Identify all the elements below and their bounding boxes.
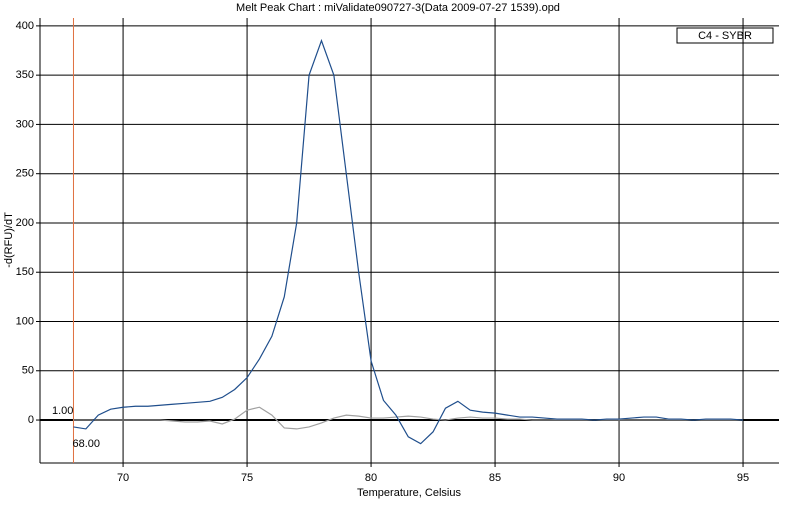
x-tick-label: 75 <box>241 472 253 484</box>
y-tick-label: 150 <box>16 266 34 278</box>
x-tick-label: 95 <box>737 472 749 484</box>
y-tick-label: 0 <box>28 414 34 426</box>
x-tick-label: 85 <box>489 472 501 484</box>
series-line <box>73 406 744 430</box>
legend-entry: C4 - SYBR <box>698 30 752 42</box>
x-tick-label: 90 <box>613 472 625 484</box>
y-tick-label: 250 <box>16 168 34 180</box>
y-tick-label: 200 <box>16 217 34 229</box>
y-tick-label: 100 <box>16 315 34 327</box>
x-tick-label: 80 <box>365 472 377 484</box>
y-axis-label: -d(RFU)/dT <box>3 212 15 268</box>
y-tick-label: 300 <box>16 118 34 130</box>
x-tick-label: 70 <box>117 472 129 484</box>
series-line <box>73 38 744 445</box>
y-tick-label: 350 <box>16 69 34 81</box>
marker-label: 68.00 <box>72 438 100 450</box>
x-axis-label: Temperature, Celsius <box>357 487 461 499</box>
threshold-label: 1.00 <box>52 405 73 417</box>
y-tick-label: 400 <box>16 20 34 32</box>
legend-box <box>676 27 774 44</box>
y-tick-label: 50 <box>22 365 34 377</box>
chart-title: Melt Peak Chart : miValidate090727-3(Dat… <box>236 2 560 14</box>
